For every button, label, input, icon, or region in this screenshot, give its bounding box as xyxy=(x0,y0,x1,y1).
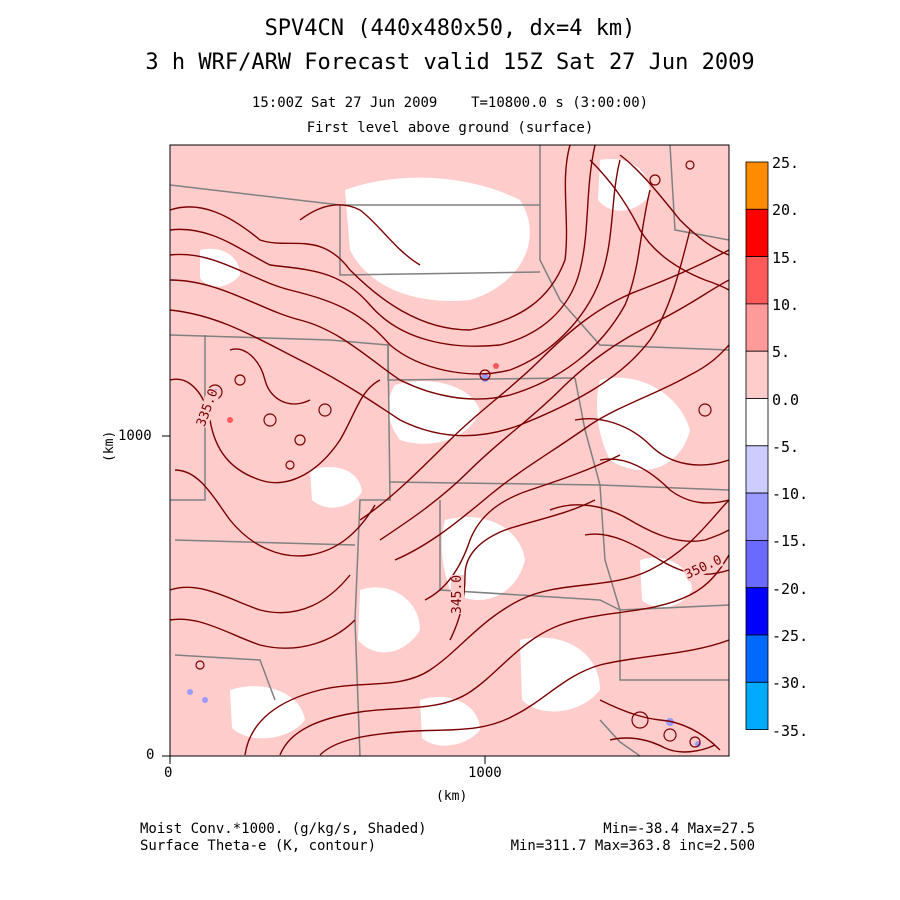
colorbar-swatch xyxy=(745,350,769,399)
colorbar-swatch xyxy=(745,303,769,352)
map-frame-border xyxy=(169,144,730,757)
colorbar-swatch xyxy=(745,681,769,730)
theta-e-small-contours xyxy=(195,160,712,748)
colorbar-swatch xyxy=(745,634,769,683)
colorbar-level-label: -5. xyxy=(772,437,800,456)
colorbar-level-label: -20. xyxy=(772,579,809,598)
x-tick-label-1000: 1000 xyxy=(468,765,502,781)
shading-white-patches xyxy=(200,159,692,746)
contour-label-345: 345.0 xyxy=(450,574,465,614)
colorbar-swatch xyxy=(745,161,769,210)
y-tick-label-1000: 1000 xyxy=(118,428,152,444)
colorbar-level-label: -30. xyxy=(772,674,809,693)
x-axis-label: (km) xyxy=(436,789,468,804)
map-plot-area xyxy=(170,145,729,756)
theta-e-contours xyxy=(170,145,729,756)
colorbar-level-label: 0.0 xyxy=(772,390,800,409)
colorbar-swatch xyxy=(745,587,769,636)
colorbar-level-label: -10. xyxy=(772,485,809,504)
y-axis-label: (km) xyxy=(102,430,117,462)
x-tick-label-0: 0 xyxy=(164,765,173,781)
colorbar-swatch xyxy=(745,256,769,305)
footer-shading-desc: Moist Conv.*1000. (g/kg/s, Shaded) xyxy=(140,821,427,837)
colorbar-swatch xyxy=(745,492,769,541)
title-line-1: SPV4CN (440x480x50, dx=4 km) xyxy=(264,16,636,41)
y-tick-label-0: 0 xyxy=(146,747,155,763)
colorbar-level-label: 20. xyxy=(772,201,800,220)
colorbar-swatch xyxy=(745,208,769,258)
colorbar-level-label: -15. xyxy=(772,532,809,551)
colorbar-level-label: 25. xyxy=(772,154,800,172)
colorbar-swatch xyxy=(745,540,769,589)
colorbar-level-label: 5. xyxy=(772,343,791,362)
colorbar-level-label: -35. xyxy=(772,721,809,740)
subtitle-valid-time: 15:00Z Sat 27 Jun 2009 T=10800.0 s (3:00… xyxy=(251,95,649,111)
footer-contour-range: Min=311.7 Max=363.8 inc=2.500 xyxy=(510,838,755,854)
colorbar-level-label: 10. xyxy=(772,295,800,314)
colorbar-level-label: 15. xyxy=(772,248,800,267)
colorbar-swatch xyxy=(745,398,769,447)
colorbar-level-label: -25. xyxy=(772,627,809,645)
footer-contour-desc: Surface Theta-e (K, contour) xyxy=(140,838,377,854)
colorbar-swatch xyxy=(745,445,769,494)
colorbar xyxy=(745,161,769,730)
title-line-2: 3 h WRF/ARW Forecast valid 15Z Sat 27 Ju… xyxy=(145,50,755,75)
footer-shading-range: Min=-38.4 Max=27.5 xyxy=(603,821,755,837)
axis-tick-marks xyxy=(162,435,486,764)
shading-positive-spots xyxy=(227,363,499,423)
subtitle-level: First level above ground (surface) xyxy=(306,120,594,136)
